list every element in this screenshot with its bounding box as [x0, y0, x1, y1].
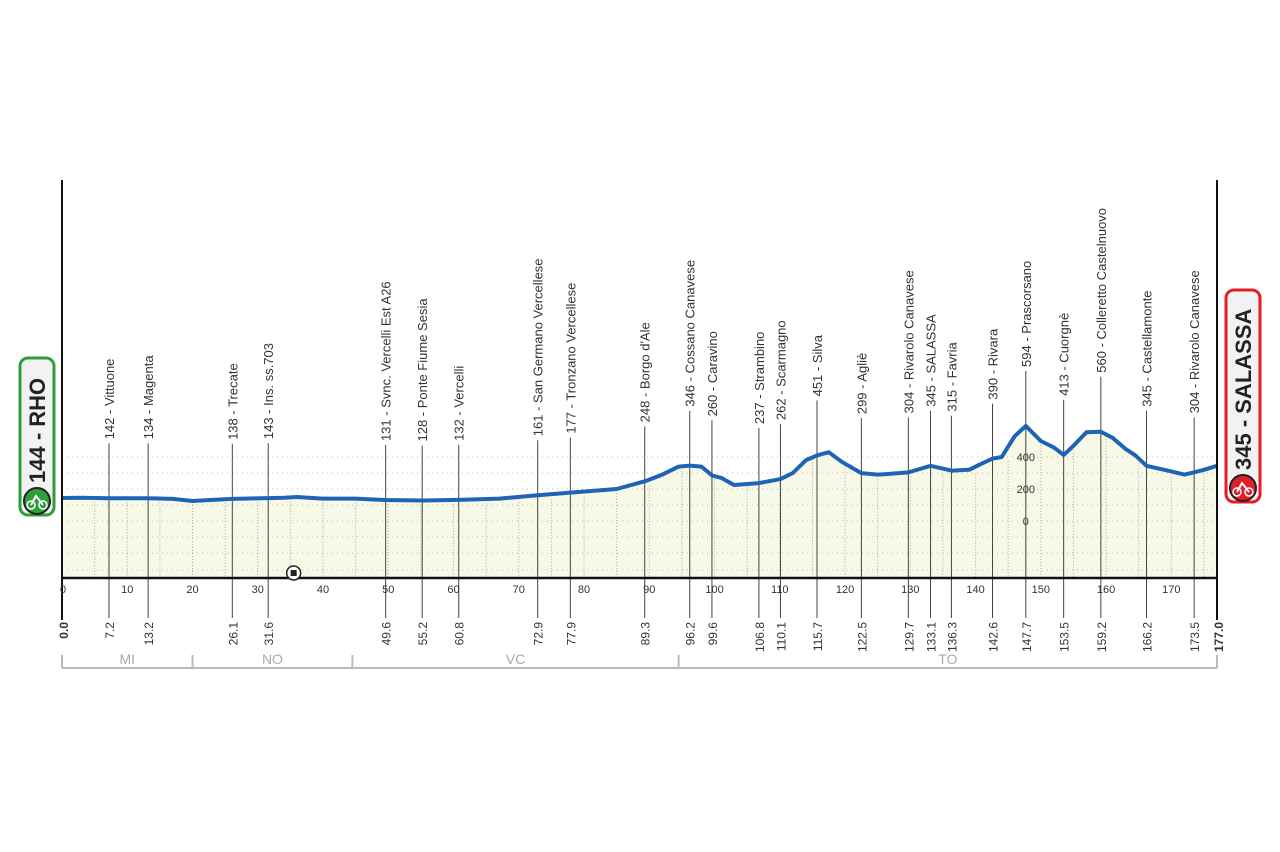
- x-tick-label: 120: [836, 584, 854, 596]
- x-tick-label: 40: [317, 584, 329, 596]
- waypoint-km: 99.6: [706, 622, 720, 646]
- waypoint-km: 72.9: [532, 622, 546, 646]
- waypoint-label: 237 - Strambino: [752, 332, 767, 425]
- waypoint-label: 142 - Vittuone: [102, 359, 117, 440]
- province-label: VC: [506, 651, 525, 667]
- waypoint-label: 451 - Silva: [810, 334, 825, 396]
- x-tick-label: 10: [121, 584, 133, 596]
- x-tick-label: 70: [513, 584, 525, 596]
- x-tick-label: 100: [705, 584, 723, 596]
- x-tick-label: 90: [643, 584, 655, 596]
- cyclist-icon-wheel: [26, 500, 36, 510]
- cyclist-icon-body: [30, 494, 44, 506]
- waypoint-km: 31.6: [262, 622, 276, 646]
- x-tick-label: 160: [1097, 584, 1115, 596]
- waypoint-label: 161 - San Germano Vercellese: [531, 258, 546, 436]
- waypoint-km: 115.7: [811, 622, 825, 651]
- province-label: MI: [119, 651, 135, 667]
- waypoint-km: 136.3: [945, 622, 959, 652]
- x-tick-label: 50: [382, 584, 394, 596]
- waypoint-km: 26.1: [226, 622, 240, 646]
- waypoint-label: 132 - Vercelli: [452, 366, 467, 441]
- waypoint-km: 110.1: [774, 622, 788, 651]
- cyclist-icon-wheel: [1244, 487, 1254, 497]
- x-tick-label: 80: [578, 584, 590, 596]
- waypoint-label: 594 - Prascorsano: [1019, 261, 1034, 367]
- waypoint-label: 390 - Rivara: [986, 328, 1001, 400]
- waypoint-label: 260 - Caravino: [705, 331, 720, 416]
- waypoint-km: 166.2: [1141, 622, 1155, 652]
- waypoint-label: 346 - Cossano Canavese: [683, 260, 698, 407]
- cyclist-icon: [23, 487, 51, 515]
- waypoint-label: 248 - Borgo d'Ale: [638, 322, 653, 422]
- waypoint-label: 177 - Tronzano Vercellese: [563, 283, 578, 434]
- x-tick-label: 130: [901, 584, 919, 596]
- waypoint-km: 122.5: [855, 622, 869, 652]
- waypoint-km: 89.3: [639, 622, 653, 646]
- x-tick-label: 30: [252, 584, 264, 596]
- waypoint-label: 143 - Ins. ss.703: [261, 343, 276, 439]
- cyclist-icon-wheel: [1232, 487, 1242, 497]
- waypoint-km: 49.6: [380, 622, 394, 646]
- waypoint-km: 133.1: [925, 622, 939, 652]
- waypoint-km: 96.2: [684, 622, 698, 646]
- waypoint-km: 55.2: [416, 622, 430, 646]
- waypoint-label: 560 - Colleretto Castelnuovo: [1094, 208, 1109, 373]
- profile-line: [61, 423, 1218, 503]
- x-tick-label: 20: [186, 584, 198, 596]
- cyclist-icon: [1229, 474, 1257, 502]
- waypoint-km: 153.5: [1058, 622, 1072, 652]
- x-tick-label: 60: [447, 584, 459, 596]
- cyclist-icon-wheel: [38, 500, 48, 510]
- waypoint-km: 147.7: [1020, 622, 1034, 652]
- start-badge: 144 - RHO: [18, 356, 56, 517]
- waypoint-label: 304 - Rivarolo Canavese: [1187, 270, 1202, 413]
- finish-badge: 345 - SALASSA: [1224, 288, 1262, 504]
- waypoint-label: 128 - Ponte Fiume Sesia: [415, 298, 430, 442]
- start-distance: 0.0: [57, 622, 71, 639]
- waypoint-km: 77.9: [564, 622, 578, 646]
- x-tick-label: 140: [966, 584, 984, 596]
- start-badge-label: 144 - RHO: [25, 378, 50, 483]
- profile-area: [62, 425, 1217, 578]
- finish-distance: 177.0: [1212, 622, 1226, 652]
- waypoint-label: 131 - Svnc. Vercelli Est A26: [379, 281, 394, 441]
- cyclist-icon-body: [1236, 481, 1250, 493]
- waypoint-km: 142.6: [987, 622, 1001, 652]
- waypoint-km: 13.2: [142, 622, 156, 646]
- waypoint-label: 315 - Favria: [944, 341, 959, 411]
- waypoint-km: 129.7: [902, 622, 916, 652]
- province-label: TO: [938, 651, 957, 667]
- waypoint-km: 159.2: [1095, 622, 1109, 652]
- waypoint-km: 173.5: [1188, 622, 1202, 652]
- x-tick-label: 150: [1032, 584, 1050, 596]
- waypoint-km: 7.2: [103, 622, 117, 639]
- waypoint-label: 304 - Rivarolo Canavese: [901, 270, 916, 413]
- waypoint-km: 60.8: [453, 622, 467, 646]
- finish-badge-label: 345 - SALASSA: [1231, 309, 1256, 470]
- waypoint-km: 106.8: [753, 622, 767, 652]
- province-label: NO: [262, 651, 283, 667]
- x-tick-label: 170: [1162, 584, 1180, 596]
- tunnel-icon-glyph: [290, 570, 297, 576]
- waypoint-label: 345 - Castellamonte: [1140, 290, 1155, 406]
- waypoint-label: 413 - Cuorgnè: [1057, 313, 1072, 396]
- waypoint-label: 138 - Trecate: [225, 363, 240, 440]
- waypoint-label: 299 - Agliè: [854, 353, 869, 414]
- waypoint-label: 134 - Magenta: [141, 355, 156, 440]
- x-tick-label: 110: [771, 584, 789, 596]
- waypoint-label: 345 - SALASSA: [924, 314, 939, 407]
- waypoint-label: 262 - Scarmagno: [773, 320, 788, 420]
- x-tick-label: 0: [60, 584, 66, 596]
